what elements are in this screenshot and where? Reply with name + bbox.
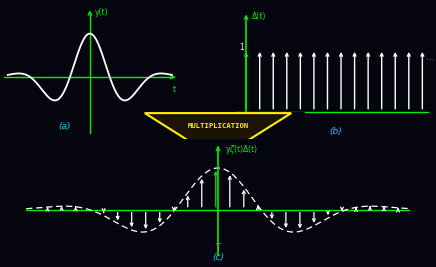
Text: 1: 1 [239,43,244,52]
Text: MULTIPLICATION: MULTIPLICATION [187,123,249,129]
Text: |T|: |T| [249,126,257,133]
Text: ...: ... [426,52,435,62]
Text: (c): (c) [212,253,224,262]
Text: t: t [173,85,176,94]
Text: (a): (a) [58,123,71,131]
Text: Δ(t): Δ(t) [252,11,266,21]
Text: T: T [215,244,221,252]
Text: y$\zeta$(t)$\Delta$(t): y$\zeta$(t)$\Delta$(t) [225,143,259,156]
Text: y(t): y(t) [95,8,109,17]
Polygon shape [145,113,291,159]
Text: (b): (b) [329,127,342,136]
